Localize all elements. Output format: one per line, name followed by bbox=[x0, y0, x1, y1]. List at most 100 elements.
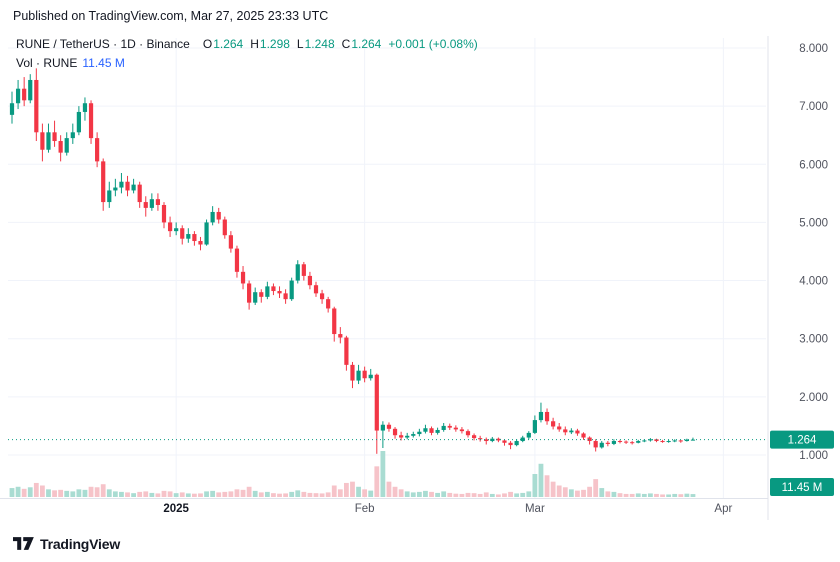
candle-body bbox=[508, 442, 513, 446]
candle-body bbox=[174, 228, 179, 232]
candle-body bbox=[399, 435, 404, 438]
volume-bar bbox=[666, 494, 672, 497]
volume-bar bbox=[119, 491, 124, 497]
candle-body bbox=[642, 440, 647, 442]
candle-body bbox=[605, 442, 610, 444]
volume-bar bbox=[581, 489, 586, 497]
candle-body bbox=[283, 293, 288, 300]
volume-bar bbox=[234, 489, 240, 497]
volume-bar bbox=[489, 493, 495, 497]
volume-bar bbox=[514, 493, 520, 497]
volume-bar bbox=[289, 491, 295, 497]
candle-body bbox=[70, 132, 75, 139]
volume-bar bbox=[70, 491, 76, 497]
volume-bar bbox=[277, 493, 282, 497]
volume-label: Vol · RUNE bbox=[16, 56, 78, 70]
volume-bar bbox=[508, 491, 513, 497]
volume-bar bbox=[125, 492, 130, 497]
volume-bar bbox=[660, 494, 665, 497]
volume-bar bbox=[283, 493, 288, 497]
volume-bar bbox=[635, 493, 641, 497]
candle-body bbox=[82, 103, 88, 112]
volume-bar bbox=[82, 489, 88, 497]
volume-bar bbox=[313, 493, 319, 497]
candle-body bbox=[277, 291, 282, 294]
candle-body bbox=[52, 132, 57, 142]
candle-body bbox=[247, 283, 252, 303]
candle-body bbox=[575, 430, 580, 434]
volume-bar bbox=[605, 491, 611, 497]
volume-bar bbox=[192, 493, 197, 497]
volume-bar bbox=[520, 492, 526, 497]
volume-bar bbox=[386, 481, 392, 497]
candle-body bbox=[587, 437, 592, 442]
volume-bar bbox=[350, 481, 355, 497]
candle-body bbox=[271, 286, 276, 292]
volume-bar bbox=[410, 492, 416, 497]
candle-body bbox=[435, 429, 440, 433]
volume-bar bbox=[252, 490, 258, 497]
candle-body bbox=[332, 308, 337, 335]
x-axis-label: 2025 bbox=[163, 503, 189, 515]
candle-body bbox=[350, 364, 355, 381]
volume-bar bbox=[15, 486, 21, 497]
volume-bar bbox=[149, 492, 155, 497]
candle-body bbox=[34, 79, 39, 133]
volume-bar bbox=[374, 466, 380, 497]
volume-bar bbox=[471, 493, 477, 497]
volume-bar bbox=[344, 482, 349, 497]
volume-bar bbox=[228, 491, 234, 497]
volume-bar bbox=[94, 487, 100, 497]
candle-body bbox=[544, 411, 550, 422]
candle-body bbox=[46, 132, 51, 150]
volume-bar bbox=[204, 491, 209, 497]
candle-body bbox=[672, 440, 677, 442]
candle-body bbox=[581, 433, 586, 438]
volume-bar bbox=[398, 489, 404, 497]
x-axis-label: Feb bbox=[355, 503, 375, 515]
volume-bar bbox=[483, 492, 489, 497]
candle-body bbox=[471, 435, 477, 439]
tradingview-logo-icon bbox=[13, 537, 34, 550]
candle-body bbox=[557, 426, 562, 430]
volume-bar bbox=[641, 493, 647, 497]
candle-body bbox=[356, 370, 361, 381]
candle-body bbox=[623, 441, 629, 443]
volume-bar bbox=[575, 490, 580, 497]
volume-bar bbox=[337, 489, 343, 497]
volume-bar bbox=[648, 493, 653, 497]
volume-bar bbox=[52, 490, 57, 497]
high-value: 1.298 bbox=[259, 37, 290, 51]
candle-body bbox=[143, 202, 148, 208]
candle-body bbox=[478, 438, 483, 440]
y-axis-label: 1.000 bbox=[799, 450, 828, 462]
tradingview-attribution[interactable]: TradingView bbox=[13, 536, 120, 552]
candle-body bbox=[137, 184, 142, 203]
candle-body bbox=[265, 286, 270, 297]
x-axis-label: Mar bbox=[525, 503, 545, 515]
candle-body bbox=[453, 427, 458, 430]
volume-badge-text: 11.45 M bbox=[782, 482, 823, 494]
candle-body bbox=[58, 141, 63, 153]
volume-bar bbox=[562, 487, 568, 497]
candle-body bbox=[95, 138, 100, 162]
low-value: 1.248 bbox=[304, 37, 335, 51]
candle-body bbox=[502, 440, 507, 443]
volume-bar bbox=[155, 493, 161, 497]
candle-body bbox=[538, 411, 544, 421]
volume-bar bbox=[362, 489, 368, 497]
last-price-badge-text: 1.264 bbox=[788, 435, 817, 447]
volume-bar bbox=[587, 486, 592, 497]
volume-bar bbox=[465, 492, 471, 497]
volume-bar bbox=[380, 451, 386, 497]
low-label: L bbox=[296, 37, 304, 51]
volume-bar bbox=[58, 489, 64, 497]
volume-bar bbox=[599, 488, 605, 497]
candle-body bbox=[40, 132, 45, 150]
volume-bar bbox=[325, 492, 331, 497]
candle-body bbox=[186, 234, 191, 239]
volume-bar bbox=[40, 485, 45, 497]
volume-bar bbox=[21, 488, 27, 497]
volume-bar bbox=[161, 490, 167, 497]
candle-body bbox=[161, 204, 167, 223]
